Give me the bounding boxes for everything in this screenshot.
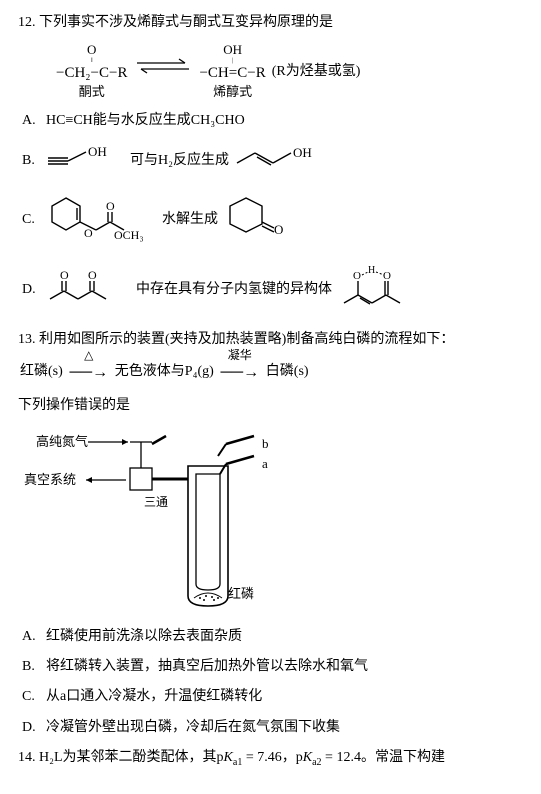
opt-d-label: D. bbox=[22, 279, 40, 301]
q13-apparatus: 高纯氮气 真空系统 三通 b a 红磷 bbox=[18, 426, 523, 616]
q13-option-d: D. 冷凝管外壁出现白磷，冷却后在氮气氛围下收集 bbox=[18, 717, 523, 739]
rxn-arrow-2: 凝华 ──→ bbox=[216, 360, 264, 386]
svg-text:O: O bbox=[383, 270, 391, 282]
label-b: b bbox=[262, 436, 269, 451]
svg-text:OH: OH bbox=[88, 146, 107, 159]
enol-top: OH bbox=[199, 42, 265, 58]
label-tee: 三通 bbox=[144, 495, 168, 509]
opt-a-text: HC≡CH能与水反应生成CH₃CHO bbox=[46, 110, 245, 132]
q12-number: 12. bbox=[18, 15, 36, 30]
svg-text:O: O bbox=[106, 199, 115, 213]
rxn-s2: 无色液体与P₄(g) bbox=[115, 361, 214, 383]
opt-d-text: 中存在具有分子内氢键的异构体 bbox=[136, 279, 332, 301]
opt-c-text: 水解生成 bbox=[162, 209, 218, 231]
label-a: a bbox=[262, 456, 268, 471]
pentanedione-icon: O O bbox=[46, 269, 130, 311]
enol-label: 烯醇式 bbox=[199, 84, 265, 100]
q12-option-b: B. OH 可与H₂反应生成 OH bbox=[18, 146, 523, 176]
svg-text:O: O bbox=[84, 226, 93, 240]
q12-option-c: C. O O OCH₃ 水解生成 O bbox=[18, 190, 523, 250]
opt-b-text: 可与H₂反应生成 bbox=[130, 150, 229, 172]
enol-hbond-icon: O O H bbox=[338, 265, 434, 315]
q12-option-a: A. HC≡CH能与水反应生成CH₃CHO bbox=[18, 110, 523, 132]
label-vac: 真空系统 bbox=[24, 472, 76, 487]
svg-text:O: O bbox=[274, 222, 283, 237]
opt-b-label: B. bbox=[22, 150, 40, 172]
keto-label: 酮式 bbox=[56, 84, 127, 100]
q12-option-d: D. O O 中存在具有分子内氢键的异构体 O O H bbox=[18, 265, 523, 315]
opt-c-label: C. bbox=[22, 209, 40, 231]
keto-formula: −CH₂−C−R bbox=[56, 64, 127, 82]
rxn-s1: 红磷(s) bbox=[20, 361, 63, 383]
q12-stem: 12. 下列事实不涉及烯醇式与酮式互变异构原理的是 bbox=[18, 12, 523, 34]
keto-top: O bbox=[56, 42, 127, 58]
svg-text:O: O bbox=[353, 270, 361, 282]
q13-option-c: C. 从a口通入冷凝水，升温使红磷转化 bbox=[18, 686, 523, 708]
svg-text:O: O bbox=[60, 269, 69, 282]
svg-text:OH: OH bbox=[293, 146, 312, 160]
allyl-alcohol-icon: OH bbox=[235, 146, 331, 176]
q13-number: 13. bbox=[18, 332, 36, 347]
q13-option-b: B. 将红磷转入装置，抽真空后加热外管以去除水和氧气 bbox=[18, 656, 523, 678]
q13-reaction: 红磷(s) △ ──→ 无色液体与P₄(g) 凝华 ──→ 白磷(s) bbox=[18, 360, 523, 386]
q13-option-a: A. 红磷使用前洗涤以除去表面杂质 bbox=[18, 626, 523, 648]
q13-substem: 下列操作错误的是 bbox=[18, 395, 523, 417]
opt-a-label: A. bbox=[22, 110, 40, 132]
svg-text:H: H bbox=[368, 265, 375, 276]
q14-stem: 14. H₂L为某邻苯二酚类配体，其pKa1 = 7.46，pKa2 = 12.… bbox=[18, 747, 523, 771]
svg-text:OCH₃: OCH₃ bbox=[114, 228, 144, 242]
enol-carbonate-icon: O O OCH₃ bbox=[46, 190, 156, 250]
rxn-arrow-1: △ ──→ bbox=[65, 360, 113, 386]
q12-equation: O ‖ −CH₂−C−R 酮式 OH | −CH=C−R 烯醇式 (R为烃基或氢… bbox=[18, 42, 523, 99]
r-note: (R为烃基或氢) bbox=[272, 42, 361, 81]
cyclohexanone-icon: O bbox=[224, 192, 294, 248]
propargyl-alcohol-icon: OH bbox=[46, 146, 124, 176]
rxn-s3: 白磷(s) bbox=[266, 361, 309, 383]
q14-number: 14. bbox=[18, 750, 36, 765]
equilibrium-arrow bbox=[133, 42, 193, 80]
enol-formula: −CH=C−R bbox=[199, 64, 265, 82]
svg-text:O: O bbox=[88, 269, 97, 282]
q12-stem-text: 下列事实不涉及烯醇式与酮式互变异构原理的是 bbox=[39, 15, 333, 30]
label-redp: 红磷 bbox=[228, 586, 254, 601]
label-n2: 高纯氮气 bbox=[36, 434, 88, 449]
